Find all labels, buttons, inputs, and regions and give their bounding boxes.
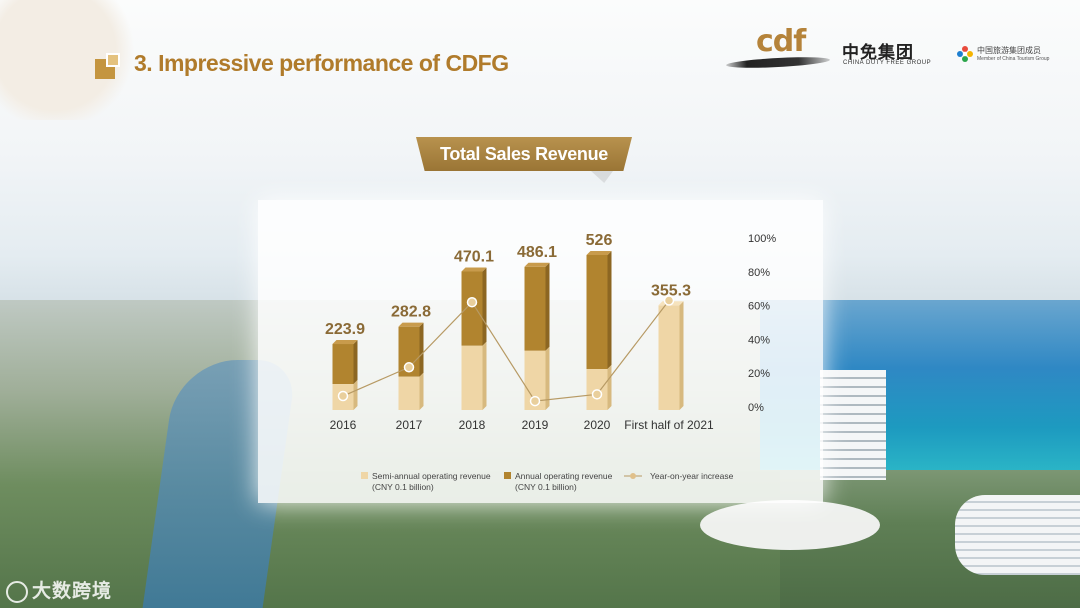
- x-tick-label: 2018: [459, 418, 486, 432]
- annual-bar-side: [353, 340, 358, 385]
- annual-bar: [461, 271, 483, 346]
- x-tick-label: First half of 2021: [624, 418, 714, 432]
- yoy-line: [342, 300, 670, 402]
- bar-top-cap: [586, 251, 612, 255]
- yoy-point: [663, 295, 675, 306]
- yoy-point: [591, 389, 603, 400]
- y2-tick-label: 0%: [748, 402, 764, 414]
- annual-bar: [398, 326, 420, 377]
- yoy-point: [403, 362, 415, 373]
- semi-annual-bar: [398, 376, 420, 410]
- partner-chinese-name: 中国旅游集团成员: [977, 46, 1041, 55]
- semi-annual-bar: [461, 345, 483, 410]
- semi-annual-bar-side: [353, 380, 358, 410]
- semi-annual-bar-side: [482, 341, 487, 410]
- y2-tick-label: 100%: [748, 233, 776, 245]
- bar-total-label: 282.8: [391, 304, 431, 321]
- legend-label: Year-on-year increase: [650, 471, 734, 481]
- annual-bar-side: [545, 262, 550, 351]
- annual-bar: [332, 344, 354, 385]
- legend-label: (CNY 0.1 billion): [372, 482, 434, 492]
- annual-bar: [586, 255, 608, 370]
- y2-tick-label: 80%: [748, 267, 770, 279]
- page-title: 3. Impressive performance of CDFG: [134, 50, 509, 76]
- semi-annual-bar: [524, 350, 546, 410]
- annual-bar-side: [482, 267, 487, 346]
- bar-top-cap: [461, 267, 487, 272]
- bar-total-label: 223.9: [325, 321, 365, 338]
- logo-english-name: CHINA DUTY FREE GROUP: [843, 60, 932, 66]
- semi-annual-bar: [658, 305, 680, 410]
- bar-top-cap: [332, 340, 358, 345]
- background-roof: [700, 500, 880, 550]
- y2-tick-label: 60%: [748, 301, 770, 313]
- chart-title: Total Sales Revenue: [439, 143, 609, 164]
- watermark: 大数跨境: [6, 576, 112, 603]
- bar-total-label: 470.1: [454, 248, 494, 265]
- watermark-text: 大数跨境: [32, 580, 113, 602]
- bar-top-cap: [398, 322, 424, 327]
- semi-annual-bar-side: [607, 365, 612, 410]
- yoy-point: [337, 390, 349, 402]
- background-tower: [820, 370, 886, 480]
- x-tick-label: 2017: [396, 418, 423, 432]
- yoy-point: [466, 296, 478, 308]
- logo-chinese-name: 中免集团: [842, 43, 914, 63]
- chart-title-ribbon: Total Sales Revenue: [416, 137, 632, 171]
- watermark-logo-icon: [6, 580, 28, 603]
- x-tick-label: 2016: [330, 418, 357, 432]
- bar-total-label: 526: [586, 232, 613, 249]
- annual-bar-side: [607, 251, 612, 370]
- x-tick-label: 2020: [584, 418, 611, 432]
- legend-swatch-annual: [504, 472, 511, 479]
- background-building: [955, 495, 1080, 575]
- cdf-logo-text: cdf: [756, 24, 806, 59]
- legend-label: Annual operating revenue: [515, 471, 613, 481]
- cdf-logo: cdf: [725, 24, 832, 74]
- legend-label: Semi-annual operating revenue: [372, 471, 491, 481]
- bar-total-label: 355.3: [651, 282, 691, 299]
- bar-total-label: 486.1: [517, 244, 557, 261]
- legend-marker: [630, 473, 636, 479]
- yoy-point: [529, 395, 541, 407]
- semi-annual-bar-side: [419, 372, 424, 410]
- legend-swatch-semi-annual: [361, 472, 368, 479]
- bar-top-cap: [524, 262, 550, 267]
- china-tourism-group-icon: [957, 46, 973, 62]
- partner-english-name: Member of China Tourism Group: [977, 56, 1050, 62]
- annual-bar: [524, 266, 546, 351]
- semi-annual-bar-side: [679, 301, 684, 410]
- annual-bar-side: [419, 322, 424, 377]
- semi-annual-bar-side: [545, 346, 550, 410]
- x-tick-label: 2019: [522, 418, 549, 432]
- legend-label: (CNY 0.1 billion): [515, 482, 577, 492]
- title-square-icon: [95, 53, 122, 80]
- y2-tick-label: 20%: [748, 368, 770, 380]
- y2-tick-label: 40%: [748, 334, 770, 346]
